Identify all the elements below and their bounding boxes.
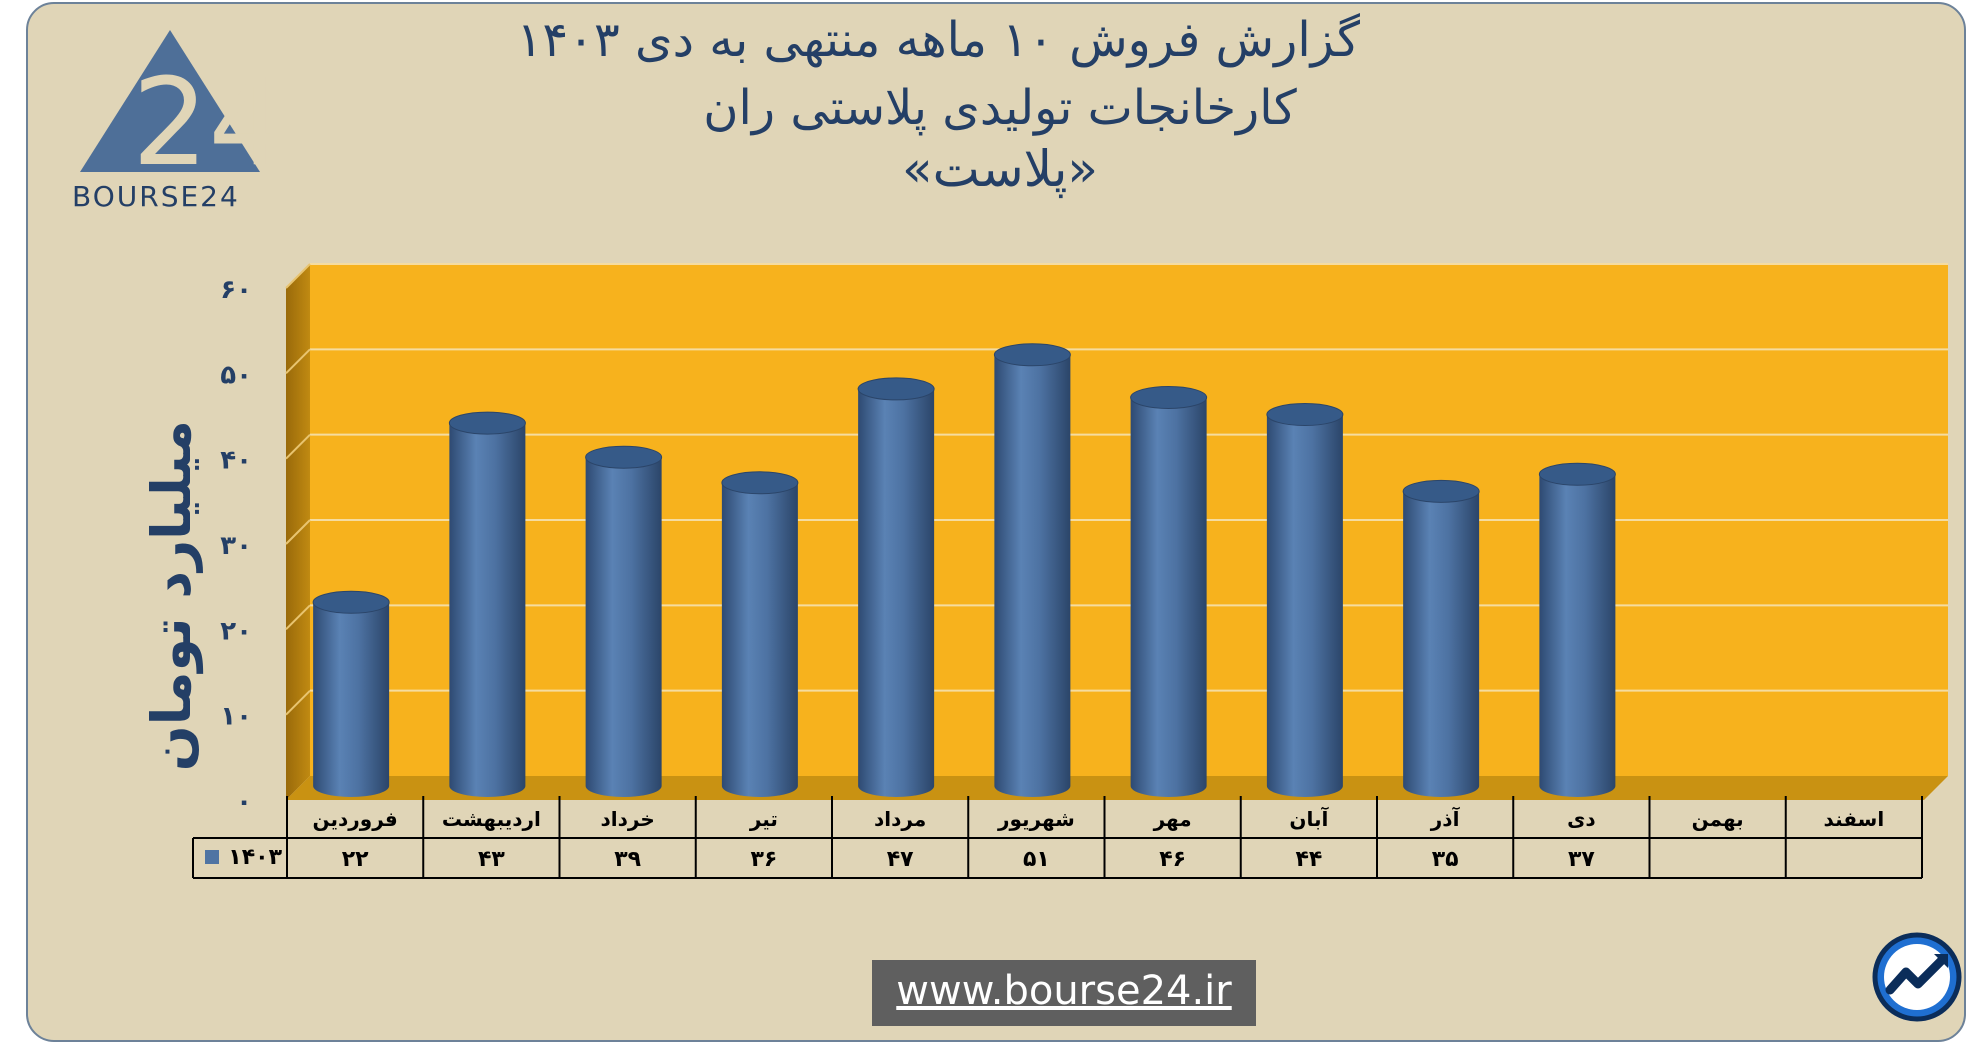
bar bbox=[1538, 462, 1616, 797]
bar bbox=[721, 471, 799, 797]
legend-label: ۱۴۰۳ bbox=[228, 845, 282, 870]
category-label: دی bbox=[1567, 807, 1596, 831]
bar-body bbox=[1539, 474, 1616, 797]
bar-cap bbox=[1266, 403, 1344, 427]
data-label: ۵۱ bbox=[1023, 847, 1050, 872]
data-label: ۳۶ bbox=[750, 847, 777, 872]
bar bbox=[993, 343, 1071, 797]
logo-text: BOURSE24 bbox=[72, 180, 240, 213]
bar-body bbox=[721, 482, 798, 797]
gridline-wall bbox=[285, 604, 311, 631]
bar-cap bbox=[721, 471, 799, 495]
y-tick-label: ۴۰ bbox=[220, 446, 252, 476]
y-tick-label: ۵۰ bbox=[220, 360, 252, 390]
bar-body bbox=[1266, 414, 1343, 797]
logo-mark: 24 bbox=[132, 54, 270, 193]
gridline-wall bbox=[285, 263, 311, 289]
category-label: فروردین bbox=[312, 807, 397, 831]
bar-cap bbox=[448, 411, 526, 435]
category-label: بهمن bbox=[1692, 807, 1744, 831]
gridline-wall bbox=[285, 433, 311, 460]
y-tick-label: ۰ bbox=[236, 787, 252, 817]
bar-cap bbox=[1538, 462, 1616, 486]
y-axis-title: میلیارد تومان bbox=[140, 420, 203, 772]
category-label: مرداد bbox=[874, 807, 926, 831]
bar bbox=[1266, 403, 1344, 797]
y-tick-label: ۱۰ bbox=[220, 702, 252, 732]
gridline-wall bbox=[285, 519, 311, 545]
bar-body bbox=[858, 388, 935, 797]
bar-body bbox=[994, 354, 1071, 797]
bar-cap bbox=[1130, 385, 1208, 409]
bar-body bbox=[449, 423, 526, 797]
data-label: ۴۴ bbox=[1295, 847, 1322, 872]
y-tick-label: ۳۰ bbox=[220, 531, 252, 561]
report-title: گزارش فروش ۱۰ ماهه منتهی به دی ۱۴۰۳ bbox=[516, 12, 1360, 68]
bar-cap bbox=[585, 445, 663, 469]
bar-cap bbox=[312, 590, 390, 614]
data-label: ۳۷ bbox=[1568, 847, 1595, 872]
category-label: آذر bbox=[1430, 806, 1461, 831]
data-label: ۴۷ bbox=[887, 847, 914, 872]
logo-triangle bbox=[80, 30, 260, 172]
bourse24-logo-icon: 24 bbox=[80, 30, 270, 193]
bar bbox=[448, 411, 526, 797]
category-label: آبان bbox=[1289, 806, 1329, 831]
bar-body bbox=[313, 602, 390, 797]
bar bbox=[857, 377, 935, 797]
website-banner[interactable]: www.bourse24.ir bbox=[872, 960, 1256, 1026]
category-label: شهریور bbox=[997, 807, 1075, 831]
category-label: تیر bbox=[749, 807, 778, 831]
bar bbox=[1402, 479, 1480, 797]
bar bbox=[1130, 385, 1208, 797]
bar-body bbox=[1403, 491, 1480, 797]
category-label: مهر bbox=[1153, 807, 1192, 831]
y-tick-label: ۶۰ bbox=[220, 275, 252, 305]
bar bbox=[585, 445, 663, 797]
gridline-wall bbox=[285, 689, 311, 716]
data-label: ۴۶ bbox=[1159, 847, 1186, 872]
ticker-name: «پلاست» bbox=[902, 140, 1098, 198]
data-label: ۴۳ bbox=[478, 847, 505, 872]
category-label: اردیبهشت bbox=[442, 807, 541, 831]
data-label: ۳۹ bbox=[614, 847, 641, 872]
company-name: کارخانجات تولیدی پلاستی ران bbox=[703, 80, 1297, 136]
category-label: اسفند bbox=[1824, 807, 1885, 831]
bar-body bbox=[585, 457, 662, 797]
bar-cap bbox=[857, 377, 935, 401]
gridline-wall bbox=[285, 348, 311, 375]
bar-body bbox=[1130, 397, 1207, 797]
bar-cap bbox=[993, 343, 1071, 367]
data-label: ۲۲ bbox=[342, 847, 369, 872]
bar bbox=[312, 590, 390, 797]
bar-cap bbox=[1402, 479, 1480, 503]
y-tick-label: ۲۰ bbox=[220, 616, 252, 646]
category-label: خرداد bbox=[601, 807, 655, 831]
bourse24-trend-icon bbox=[1872, 932, 1962, 1022]
plot-floor bbox=[286, 776, 1948, 800]
website-link[interactable]: www.bourse24.ir bbox=[896, 968, 1232, 1014]
data-label: ۳۵ bbox=[1432, 847, 1459, 872]
legend-swatch bbox=[205, 850, 219, 864]
